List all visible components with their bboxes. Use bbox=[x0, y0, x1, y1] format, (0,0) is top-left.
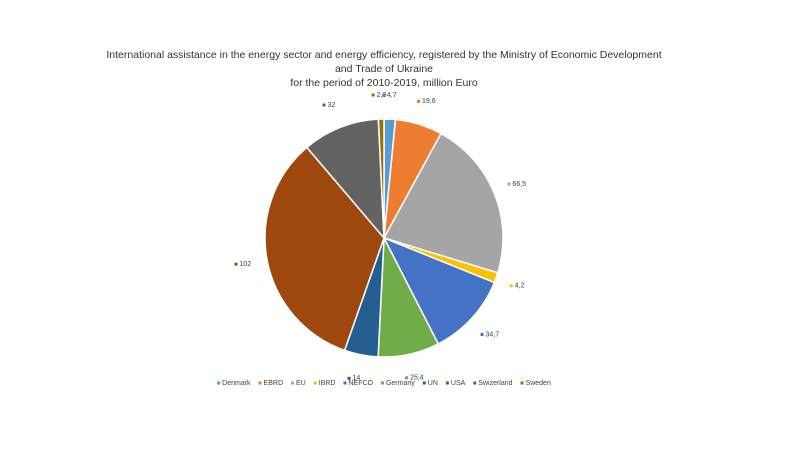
pie-slice bbox=[264, 146, 385, 352]
data-label: 32 bbox=[327, 102, 335, 109]
legend-swatch bbox=[313, 381, 317, 385]
legend-swatch bbox=[343, 381, 347, 385]
legend-swatch bbox=[422, 381, 426, 385]
legend-label: NEFCO bbox=[348, 380, 373, 387]
label-key bbox=[480, 332, 484, 336]
pie-slice bbox=[377, 118, 385, 239]
data-label: 4,2 bbox=[515, 283, 525, 290]
label-key bbox=[509, 284, 513, 288]
label-key bbox=[417, 99, 421, 103]
label-key bbox=[405, 376, 409, 380]
data-label: 19,6 bbox=[422, 98, 436, 105]
pie-slice bbox=[382, 132, 504, 274]
pie-slice bbox=[382, 236, 496, 345]
chart-title: and Trade of Ukraine bbox=[335, 63, 433, 75]
legend-swatch bbox=[217, 381, 221, 385]
legend-swatch bbox=[258, 381, 262, 385]
legend-label: Sweden bbox=[526, 380, 551, 387]
legend-swatch bbox=[291, 381, 295, 385]
legend-label: UN bbox=[428, 380, 438, 387]
label-key bbox=[322, 103, 326, 107]
data-label: 102 bbox=[239, 261, 251, 268]
legend-label: USA bbox=[451, 380, 466, 387]
data-label: 14 bbox=[353, 375, 361, 382]
data-label: 34,7 bbox=[486, 331, 500, 338]
data-label: 66,5 bbox=[512, 181, 526, 188]
data-label: 2,3 bbox=[377, 92, 387, 99]
legend-label: Germany bbox=[386, 380, 415, 387]
label-key bbox=[371, 93, 375, 97]
label-key bbox=[347, 376, 351, 380]
legend-label: IBRD bbox=[319, 380, 336, 387]
legend-swatch bbox=[520, 381, 524, 385]
legend-label: EBRD bbox=[264, 380, 283, 387]
label-key bbox=[507, 182, 511, 186]
legend-label: Denmark bbox=[222, 380, 251, 387]
chart-title: for the period of 2010-2019, million Eur… bbox=[290, 77, 478, 89]
chart-title: International assistance in the energy s… bbox=[106, 49, 661, 61]
pie-slice bbox=[305, 118, 385, 241]
label-key bbox=[381, 93, 385, 97]
legend-label: Swizerland bbox=[478, 380, 512, 387]
data-label: 25,4 bbox=[410, 375, 424, 382]
legend-swatch bbox=[445, 381, 449, 385]
legend-swatch bbox=[473, 381, 477, 385]
label-key bbox=[234, 262, 238, 266]
legend-swatch bbox=[380, 381, 384, 385]
data-label: 4,7 bbox=[387, 92, 397, 99]
legend-label: EU bbox=[296, 380, 306, 387]
